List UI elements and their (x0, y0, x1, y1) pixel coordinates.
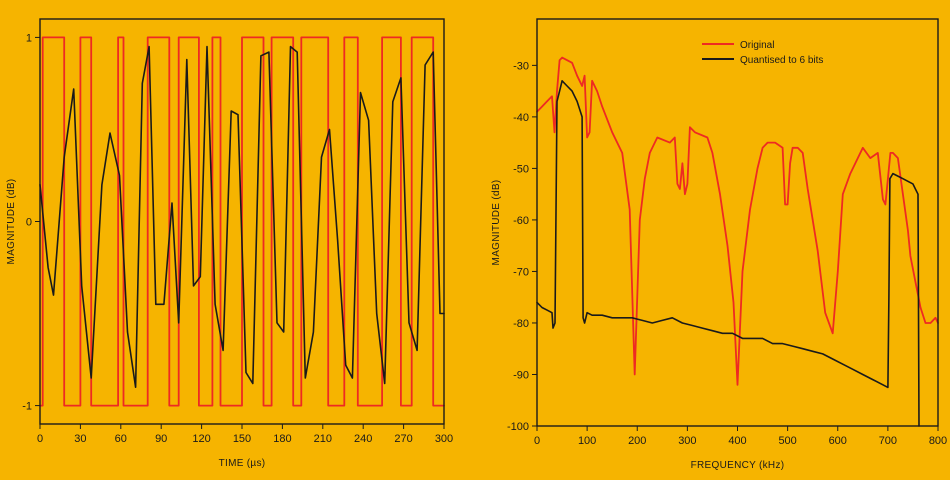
freq-y-tick-label: -50 (513, 163, 529, 175)
time-y-tick-label: 1 (26, 32, 32, 44)
freq-y-tick-label: -100 (507, 421, 529, 433)
right-chart-frequency-spectrum: 0 100 200 300 400 500 600 700 800 -30 -40 -50 -60 -70… (491, 18, 947, 471)
time-x-tick-label: 210 (314, 433, 332, 445)
freq-x-axis-label: FREQUENCY (kHz) (691, 460, 785, 471)
legend-label-original: Original (740, 40, 774, 51)
legend-label-quantised-to-6-bits: Quantised to 6 bits (740, 55, 823, 66)
freq-y-tick-label: -60 (513, 215, 529, 227)
left-chart-time-domain: 0 30 60 90 120 150 180 210 240 270 300 1 0 -1 TIME (µs… (6, 18, 453, 469)
freq-y-tick-label: -90 (513, 369, 529, 381)
time-x-tick-label: 90 (155, 433, 167, 445)
time-x-tick-label: 240 (354, 433, 372, 445)
time-x-tick-label: 150 (233, 433, 251, 445)
freq-y-axis-label: MAGNITUDE (dB) (491, 180, 502, 266)
time-x-tick-label: 120 (192, 433, 210, 445)
freq-x-tick-label: 0 (534, 435, 540, 447)
freq-x-tick-label: 300 (678, 435, 696, 447)
time-x-tick-label: 30 (74, 433, 86, 445)
freq-x-tick-label: 600 (829, 435, 847, 447)
time-series-response-line (39, 45, 445, 389)
freq-y-tick-label: -30 (513, 60, 529, 72)
time-y-axis-label: MAGNITUDE (dB) (6, 179, 17, 265)
freq-x-tick-label: 200 (628, 435, 646, 447)
time-y-tick-label: -1 (22, 401, 32, 413)
freq-y-tick-label: -70 (513, 266, 529, 278)
freq-x-tick-label: 800 (929, 435, 947, 447)
time-x-tick-label: 300 (435, 433, 453, 445)
freq-series-original-line (536, 56, 939, 386)
freq-series-quantised-to-6-bits-line (536, 80, 920, 427)
freq-y-tick-label: -80 (513, 318, 529, 330)
time-x-axis-label: TIME (µs) (219, 458, 266, 469)
freq-y-tick-label: -40 (513, 112, 529, 124)
freq-x-tick-label: 500 (778, 435, 796, 447)
time-y-tick-label: 0 (26, 217, 32, 229)
time-x-tick-label: 180 (273, 433, 291, 445)
time-x-tick-label: 270 (394, 433, 412, 445)
freq-x-tick-label: 100 (578, 435, 596, 447)
time-x-tick-label: 0 (37, 433, 43, 445)
freq-x-tick-label: 400 (728, 435, 746, 447)
freq-x-tick-label: 700 (879, 435, 897, 447)
time-series-square-wave-line (39, 36, 445, 407)
time-x-tick-label: 60 (115, 433, 127, 445)
